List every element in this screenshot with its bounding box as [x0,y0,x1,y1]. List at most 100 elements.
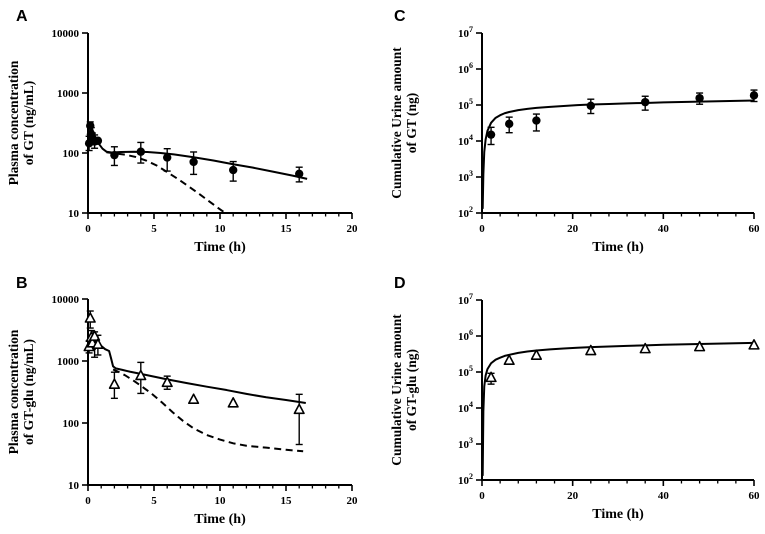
y-tick-label: 104 [458,133,473,148]
x-tick-label: 20 [567,490,579,502]
data-point-circle [189,157,198,167]
data-point-circle [93,136,103,145]
x-axis-title: Time (h) [194,512,246,527]
data-point-circle [532,116,541,125]
x-tick-label: 60 [749,490,761,502]
panel-a-chart: 0 5 10 15 20 10 100 1000 10000 Time (h) Plasma con… [6,28,358,255]
fit-curve [481,341,755,476]
x-tick-label: 10 [215,495,227,507]
x-tick-label: 15 [281,495,293,507]
axes [481,300,754,481]
panel-a-label: A [16,8,28,25]
x-tick-label: 40 [658,490,670,502]
y-tick-label: 10 [68,208,80,220]
axes [481,33,754,214]
y-tick-label: 1000 [57,356,80,368]
dashed-model-curve [106,151,226,214]
data-point-triangle [227,397,239,408]
y-tick-label: 103 [458,169,473,184]
y-axis-title: Cumulative Urine amountof GT-glu (ng) [389,314,419,466]
x-tick-label: 5 [151,223,157,235]
error-bars [85,310,303,446]
y-tick-label: 10 [68,480,80,492]
data-point-triangle [84,312,96,323]
y-tick-label: 107 [458,292,473,307]
y-tick-label: 105 [458,364,473,379]
y-tick-label: 102 [458,205,473,220]
y-ticks: 102 103 104 105 106 107 [458,292,482,487]
dashed-model-curve [112,368,304,453]
panel-d-chart: 0 20 40 60 102 103 104 105 106 107 Time (h) Cumulat… [389,292,760,522]
x-ticks: 0 5 10 15 20 [85,485,358,507]
axes [87,33,352,214]
data-point-triangle [108,378,120,389]
x-tick-label: 0 [479,223,485,235]
data-point-circle [110,150,119,160]
data-point-circle [163,153,172,162]
data-point-circle [136,147,145,156]
data-point-triangle [503,354,515,366]
data-point-triangle [188,393,200,405]
data-point-triangle [485,371,497,383]
data-point-triangle [161,376,173,388]
y-axis-title: Plasma concentrationof GT (ng/mL) [6,60,36,185]
panel-b-chart: 0 5 10 15 20 10 100 1000 10000 Time (h) Plasma con… [6,294,358,527]
y-tick-label: 106 [458,328,473,343]
y-tick-label: 105 [458,97,473,112]
data-point-circle [749,91,759,100]
y-ticks: 10 100 1000 10000 [52,294,88,492]
error-bars [487,89,758,146]
data-point-circle [486,130,496,139]
x-tick-label: 20 [347,223,359,235]
data-point-triangle [639,342,651,354]
panel-d-label: D [394,275,406,292]
x-axis-title: Time (h) [592,240,644,255]
x-ticks: 0 5 10 15 20 [85,213,358,235]
data-point-triangle [89,330,101,341]
x-ticks: 0 20 40 60 [479,480,760,502]
data-point-triangle [530,349,542,360]
y-tick-label: 102 [458,472,473,487]
x-tick-label: 0 [85,495,91,507]
data-point-triangle [135,369,147,381]
fit-curve [87,125,308,180]
data-point-triangle [694,340,706,352]
x-tick-label: 15 [281,223,293,235]
x-tick-label: 20 [567,223,579,235]
x-tick-label: 0 [479,490,485,502]
y-tick-label: 1000 [57,88,80,100]
fit-curve [87,332,306,405]
x-tick-label: 10 [215,223,227,235]
data-point-circle [505,119,514,129]
fit-curve [481,99,755,209]
data-point-circle [295,169,304,179]
y-tick-label: 103 [458,436,473,451]
data-point-triangle [293,403,305,415]
data-points [83,312,305,415]
x-tick-label: 0 [85,223,91,235]
y-tick-label: 106 [458,61,473,76]
data-point-circle [86,121,95,130]
panel-c-label: C [394,8,406,25]
x-tick-label: 60 [749,223,761,235]
x-ticks: 0 20 40 60 [479,213,760,235]
data-point-circle [641,97,650,107]
y-tick-label: 107 [458,25,473,40]
x-tick-label: 20 [347,495,359,507]
y-tick-label: 100 [63,418,80,430]
y-axis-title: Plasma concentrationof GT-glu (ng/mL) [6,329,36,454]
y-axis-title: Cumulative Urine amountof GT (ng) [389,47,419,199]
x-axis-title: Time (h) [592,507,644,522]
panel-b-label: B [16,275,28,292]
x-tick-label: 40 [658,223,670,235]
data-point-triangle [585,344,597,356]
y-ticks: 102 103 104 105 106 107 [458,25,482,220]
data-points [485,339,760,383]
data-point-circle [695,93,704,103]
data-points [486,91,759,139]
data-point-circle [586,101,595,111]
data-point-triangle [92,338,104,350]
data-points [84,121,304,179]
y-tick-label: 10000 [52,294,80,306]
